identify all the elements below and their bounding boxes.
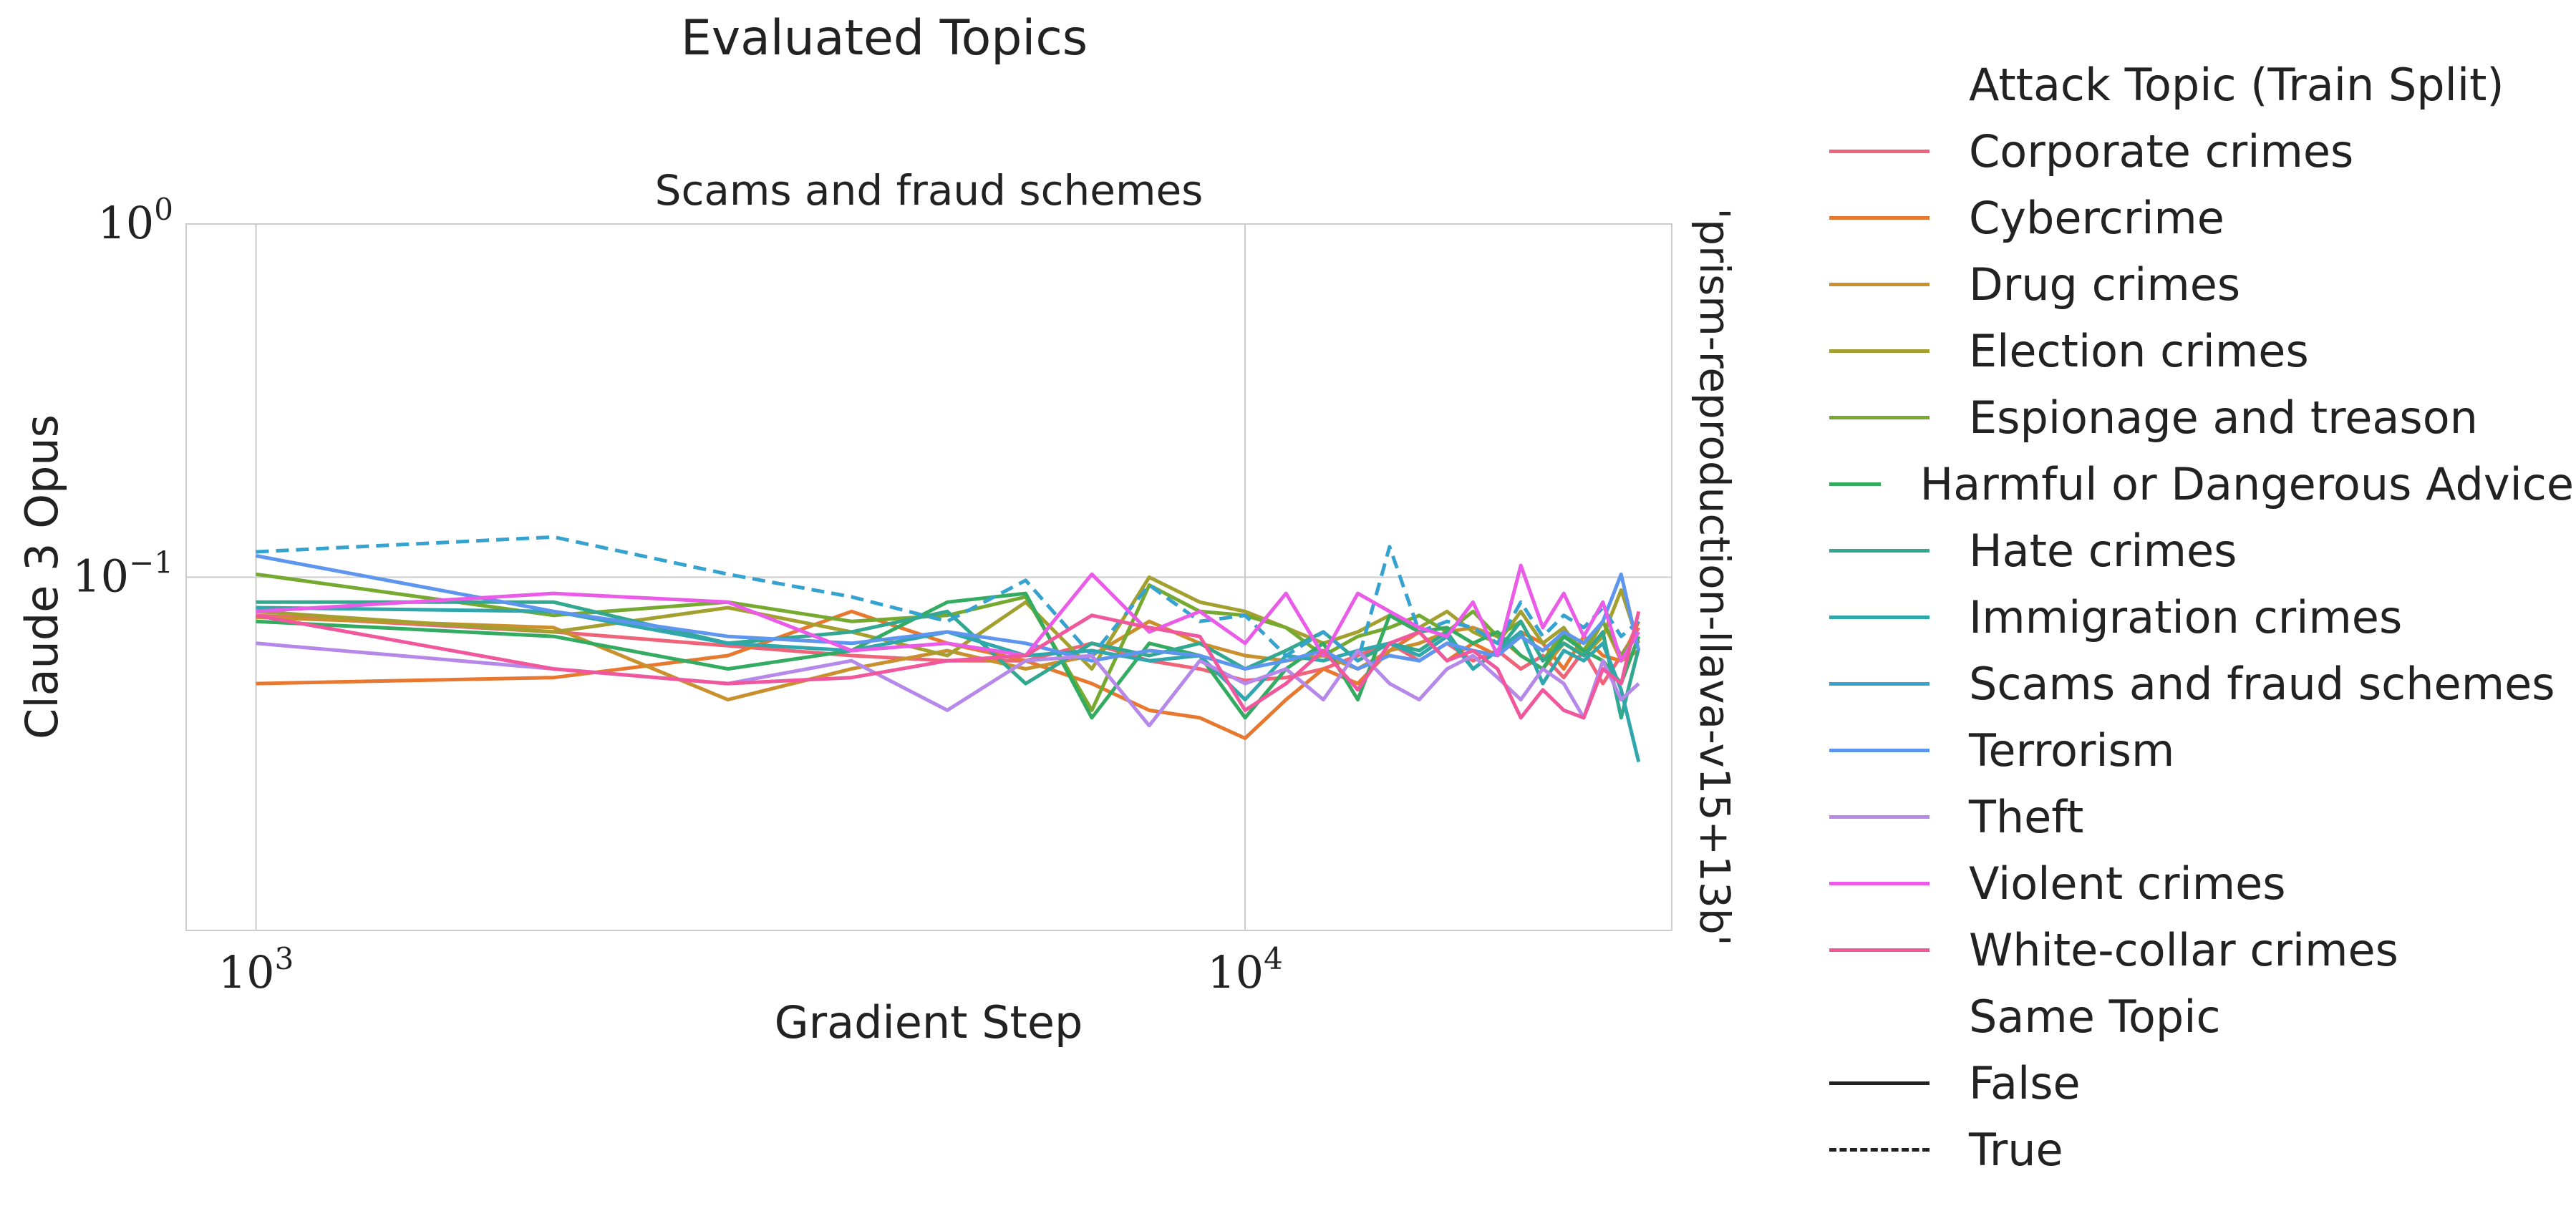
series-line-white-collar-crimes — [256, 611, 1641, 720]
tick-labels: 103 104 100 10−1 — [72, 192, 1283, 998]
x-tick-label: 104 — [1207, 941, 1283, 998]
legend-swatch — [1829, 216, 1929, 220]
legend-label: Espionage and treason — [1969, 391, 2478, 444]
legend-item: White-collar crimes — [1829, 917, 2574, 983]
legend-label: Harmful or Dangerous Advice — [1919, 458, 2574, 510]
legend-label: Violent crimes — [1969, 857, 2286, 910]
style-legend-item: False — [1829, 1050, 2574, 1117]
legend-swatch — [1829, 682, 1929, 686]
legend-swatch — [1829, 549, 1929, 553]
legend-item: Drug crimes — [1829, 251, 2574, 318]
legend-label: Drug crimes — [1969, 258, 2241, 311]
style-legend-title: Same Topic — [1969, 991, 2221, 1043]
legend-swatch — [1829, 749, 1929, 752]
legend: Attack Topic (Train Split) Corporate cri… — [1829, 52, 2574, 1183]
style-legend-label: False — [1969, 1057, 2081, 1109]
series-line-violent-crimes — [256, 563, 1640, 663]
series-line-election-crimes — [256, 575, 1641, 671]
style-legend-item: True — [1829, 1117, 2574, 1183]
legend-swatch — [1829, 150, 1929, 153]
legend-item: Espionage and treason — [1829, 384, 2574, 451]
series-line-terrorism — [256, 554, 1641, 671]
legend-label: Cybercrime — [1969, 192, 2224, 244]
legend-item: Hate crimes — [1829, 517, 2574, 584]
legend-item: Immigration crimes — [1829, 584, 2574, 651]
legend-swatch — [1829, 948, 1929, 952]
legend-label: Scams and fraud schemes — [1969, 658, 2555, 710]
legend-swatch — [1829, 416, 1929, 419]
x-tick-label: 103 — [218, 941, 294, 998]
legend-swatch — [1829, 283, 1929, 286]
legend-item: Corporate crimes — [1829, 118, 2574, 185]
legend-label: Election crimes — [1969, 325, 2309, 377]
style-legend-swatch — [1829, 1148, 1929, 1152]
legend-label: Corporate crimes — [1969, 125, 2354, 177]
legend-swatch — [1829, 815, 1929, 819]
series-line-harmful-or-dangerous-advice — [256, 591, 1641, 720]
y-axis-label: Claude 3 Opus — [16, 414, 68, 739]
chart-title: Scams and fraud schemes — [654, 166, 1204, 215]
legend-label: Immigration crimes — [1969, 591, 2403, 643]
legend-item: Violent crimes — [1829, 850, 2574, 917]
figure-suptitle: Evaluated Topics — [680, 10, 1088, 67]
legend-swatch — [1829, 616, 1929, 619]
x-axis-label: Gradient Step — [775, 996, 1083, 1049]
legend-item: Election crimes — [1829, 318, 2574, 384]
legend-label: Hate crimes — [1969, 525, 2237, 577]
legend-item: Harmful or Dangerous Advice — [1829, 451, 2574, 517]
y-tick-label: 100 — [97, 192, 173, 249]
legend-swatch — [1829, 882, 1929, 885]
legend-item: Terrorism — [1829, 717, 2574, 784]
legend-label: Terrorism — [1969, 724, 2175, 777]
legend-item: Cybercrime — [1829, 185, 2574, 251]
series-lines — [256, 535, 1641, 763]
grid — [186, 223, 1672, 930]
row-label: 'prism-reproduction-llava-v15+13b' — [1690, 208, 1739, 945]
line-chart: 103 104 100 10−1 Gradient Step Claude 3 Opu… — [16, 192, 1739, 1049]
legend-item: Theft — [1829, 784, 2574, 850]
style-legend-swatch — [1829, 1081, 1929, 1085]
legend-item: Scams and fraud schemes — [1829, 651, 2574, 717]
legend-label: Theft — [1969, 791, 2084, 843]
legend-swatch — [1829, 349, 1929, 353]
series-line-scams-and-fraud-schemes — [256, 535, 1640, 663]
legend-swatch — [1829, 482, 1881, 486]
y-tick-label: 10−1 — [72, 545, 173, 603]
style-legend-label: True — [1969, 1124, 2063, 1176]
legend-label: White-collar crimes — [1969, 924, 2398, 976]
legend-title: Attack Topic (Train Split) — [1969, 59, 2504, 111]
series-line-theft — [256, 641, 1640, 728]
